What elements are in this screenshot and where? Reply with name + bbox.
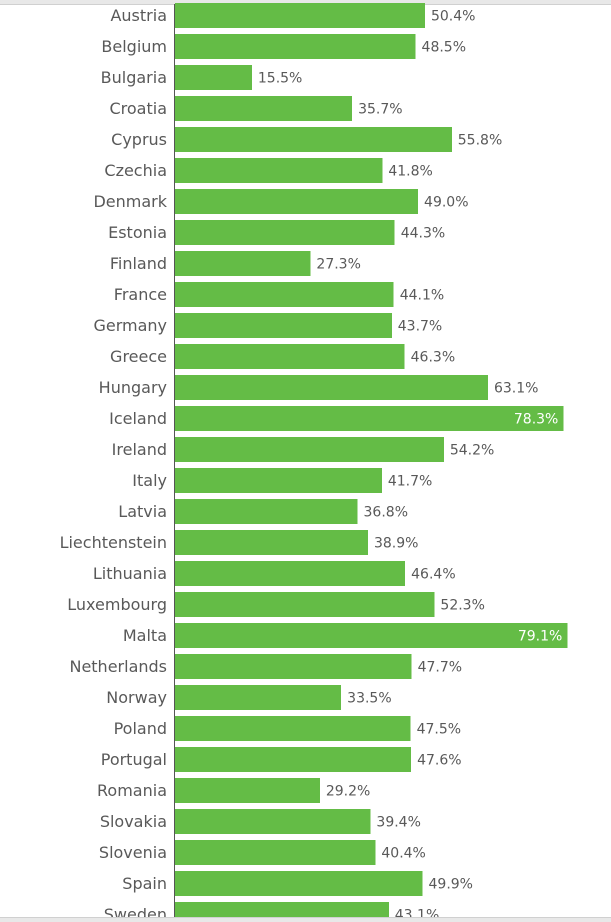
bar-luxembourg bbox=[175, 592, 435, 617]
category-label: Greece bbox=[110, 347, 167, 366]
bar-ireland bbox=[175, 437, 444, 462]
bar-netherlands bbox=[175, 654, 412, 679]
value-label: 49.0% bbox=[424, 195, 468, 211]
bar-slovakia bbox=[175, 809, 371, 834]
value-label: 35.7% bbox=[358, 102, 402, 118]
bar-norway bbox=[175, 685, 342, 710]
category-label: Cyprus bbox=[111, 130, 167, 149]
value-label: 41.8% bbox=[388, 164, 432, 180]
category-label: Luxembourg bbox=[67, 595, 167, 614]
bar-estonia bbox=[175, 220, 395, 245]
value-label: 33.5% bbox=[347, 691, 391, 707]
value-label: 78.3% bbox=[514, 412, 558, 428]
value-label: 36.8% bbox=[364, 505, 408, 521]
category-label: Belgium bbox=[101, 37, 167, 56]
category-label: Denmark bbox=[93, 192, 167, 211]
bar-latvia bbox=[175, 499, 358, 524]
bar-liechtenstein bbox=[175, 530, 368, 555]
category-label: Spain bbox=[122, 874, 167, 893]
bar-sweden bbox=[175, 902, 389, 921]
bar-hungary bbox=[175, 375, 488, 400]
bar-greece bbox=[175, 344, 405, 369]
category-label: Austria bbox=[110, 6, 167, 25]
bar-germany bbox=[175, 313, 392, 338]
category-label: Finland bbox=[110, 254, 167, 273]
category-label: Estonia bbox=[108, 223, 167, 242]
bar-finland bbox=[175, 251, 311, 276]
value-label: 43.7% bbox=[398, 319, 442, 335]
value-label: 41.7% bbox=[388, 474, 432, 490]
value-label: 29.2% bbox=[326, 784, 370, 800]
bar-romania bbox=[175, 778, 320, 803]
bar-austria bbox=[175, 3, 425, 28]
category-label: Italy bbox=[132, 471, 167, 490]
category-label: Germany bbox=[93, 316, 167, 335]
bar-denmark bbox=[175, 189, 419, 214]
value-label: 48.5% bbox=[422, 40, 466, 56]
value-label: 55.8% bbox=[458, 133, 502, 149]
bar-bulgaria bbox=[175, 65, 252, 90]
category-label: Norway bbox=[106, 688, 167, 707]
value-label: 50.4% bbox=[431, 9, 475, 25]
category-label: Poland bbox=[114, 719, 167, 738]
category-label: Lithuania bbox=[93, 564, 167, 583]
category-label: Malta bbox=[123, 626, 167, 645]
value-label: 27.3% bbox=[316, 257, 360, 273]
bar-slovenia bbox=[175, 840, 376, 865]
category-label: Slovenia bbox=[99, 843, 167, 862]
value-label: 38.9% bbox=[374, 536, 418, 552]
value-label: 39.4% bbox=[376, 815, 420, 831]
value-label: 63.1% bbox=[494, 381, 538, 397]
category-label: Netherlands bbox=[69, 657, 167, 676]
category-label: Slovakia bbox=[100, 812, 167, 831]
value-label: 79.1% bbox=[518, 629, 562, 645]
bar-lithuania bbox=[175, 561, 406, 586]
value-label: 15.5% bbox=[258, 71, 302, 87]
category-label: Liechtenstein bbox=[60, 533, 167, 552]
category-label: Czechia bbox=[104, 161, 167, 180]
bar-france bbox=[175, 282, 394, 307]
value-label: 44.3% bbox=[401, 226, 445, 242]
bar-czechia bbox=[175, 158, 383, 183]
bar-iceland bbox=[175, 406, 564, 431]
value-label: 54.2% bbox=[450, 443, 494, 459]
value-label: 49.9% bbox=[429, 877, 473, 893]
value-label: 46.4% bbox=[411, 567, 455, 583]
value-label: 47.5% bbox=[417, 722, 461, 738]
y-axis-line bbox=[174, 4, 175, 918]
value-label: 47.7% bbox=[418, 660, 462, 676]
bar-poland bbox=[175, 716, 411, 741]
category-label: Hungary bbox=[99, 378, 167, 397]
value-label: 52.3% bbox=[440, 598, 484, 614]
bar-croatia bbox=[175, 96, 353, 121]
category-label: France bbox=[114, 285, 167, 304]
bar-spain bbox=[175, 871, 423, 896]
category-label: Croatia bbox=[109, 99, 167, 118]
value-label: 44.1% bbox=[400, 288, 444, 304]
value-label: 40.4% bbox=[381, 846, 425, 862]
bar-malta bbox=[175, 623, 568, 648]
value-label: 46.3% bbox=[411, 350, 455, 366]
bar-belgium bbox=[175, 34, 416, 59]
category-label: Bulgaria bbox=[101, 68, 167, 87]
bar-portugal bbox=[175, 747, 412, 772]
category-label: Romania bbox=[97, 781, 167, 800]
value-label: 47.6% bbox=[417, 753, 461, 769]
bar-cyprus bbox=[175, 127, 452, 152]
category-label: Portugal bbox=[101, 750, 167, 769]
bar-italy bbox=[175, 468, 382, 493]
category-label: Latvia bbox=[118, 502, 167, 521]
category-label: Ireland bbox=[112, 440, 167, 459]
category-label: Iceland bbox=[109, 409, 167, 428]
bottom-border bbox=[0, 917, 611, 922]
